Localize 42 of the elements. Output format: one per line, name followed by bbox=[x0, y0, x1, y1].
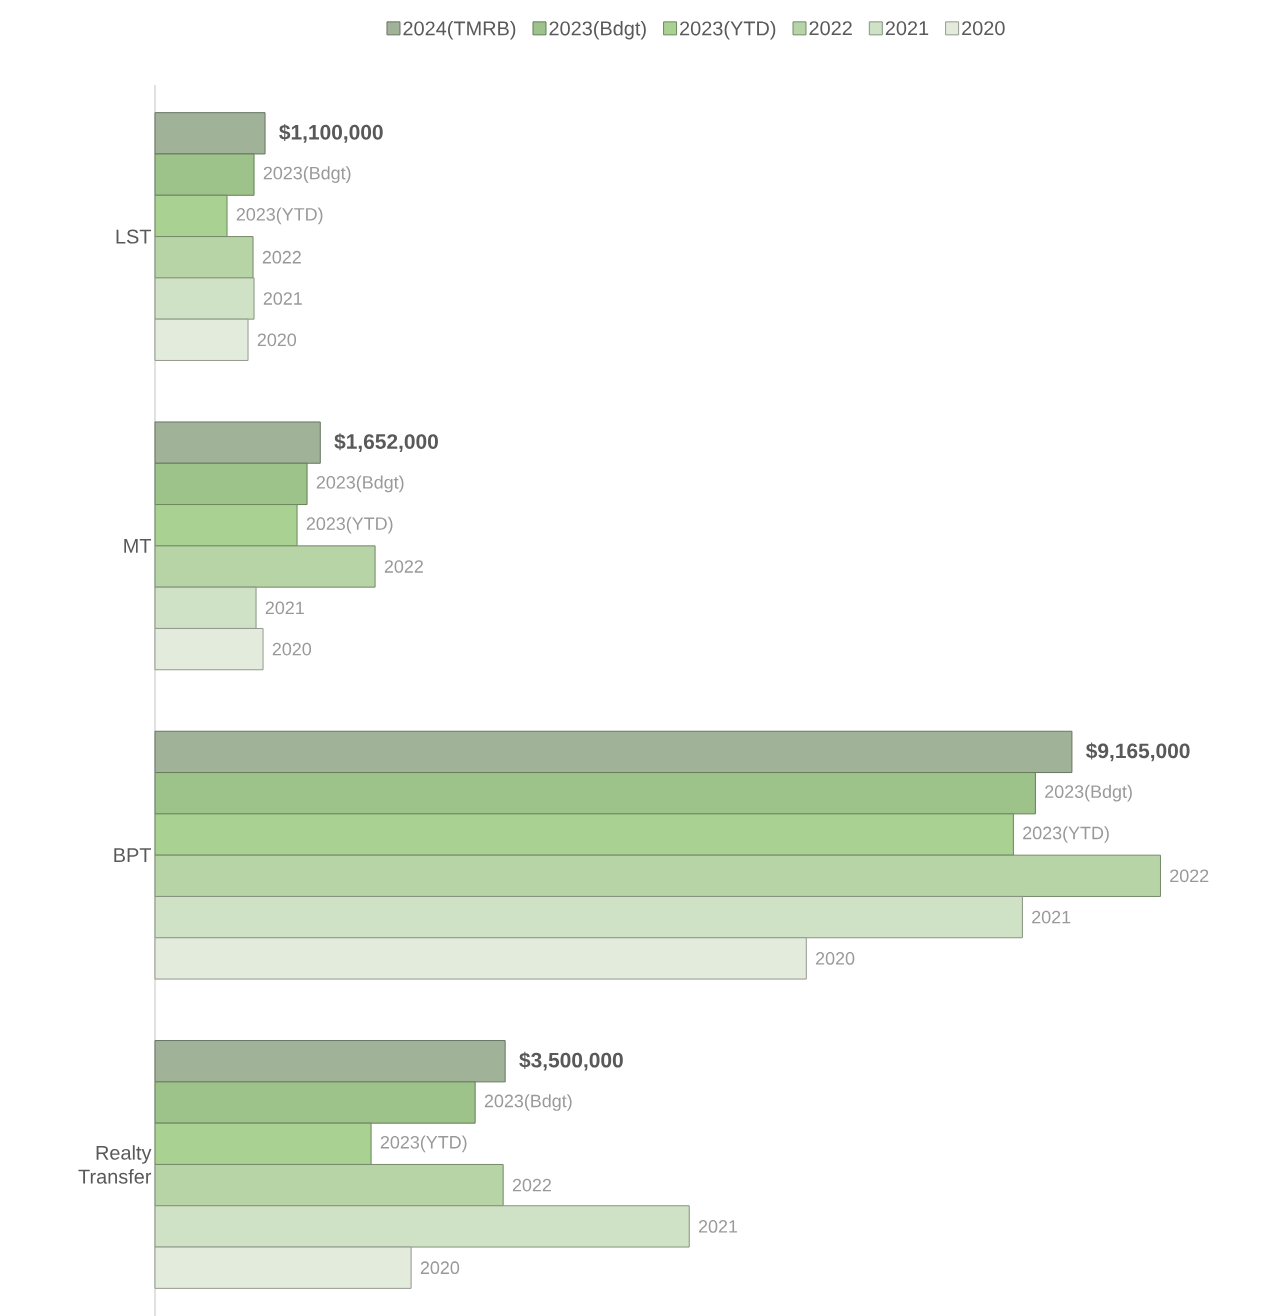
text: 2020 bbox=[816, 952, 855, 965]
text: 2023(Bdgt) bbox=[484, 1094, 572, 1111]
bar bbox=[154, 586, 257, 629]
text: 2021 bbox=[698, 1220, 738, 1233]
text: 2023(YTD) bbox=[1023, 826, 1109, 843]
bar bbox=[154, 895, 1023, 939]
text: 2023(Bdgt) bbox=[1045, 784, 1132, 802]
text: 2021 bbox=[1032, 910, 1071, 924]
text: 2023(Bdgt) bbox=[263, 166, 351, 183]
bar bbox=[154, 1205, 690, 1248]
bar bbox=[154, 277, 255, 320]
text: 2022 bbox=[512, 1178, 551, 1192]
text: 2023(YTD) bbox=[380, 1135, 467, 1153]
text: 2020 bbox=[420, 1261, 460, 1275]
data-label: $3,500,000 bbox=[519, 1051, 623, 1071]
y-tick-label: BPT bbox=[114, 848, 152, 863]
text: 2020 bbox=[257, 333, 297, 347]
legend-label: 2020 bbox=[962, 21, 1005, 36]
bar bbox=[154, 1246, 412, 1289]
data-label: $1,652,000 bbox=[334, 433, 438, 452]
text: 2022 bbox=[1170, 869, 1209, 883]
text: 2023(YTD) bbox=[236, 207, 323, 225]
bar bbox=[154, 318, 249, 361]
y-tick-label: Realty Transfer bbox=[78, 1145, 152, 1184]
legend-label: 2021 bbox=[885, 21, 929, 36]
legend-label: 2023(YTD) bbox=[680, 20, 776, 40]
data-label: $9,165,000 bbox=[1086, 742, 1190, 762]
legend-label: 2022 bbox=[809, 21, 852, 36]
bar bbox=[154, 937, 807, 980]
text: 2023(Bdgt) bbox=[316, 475, 404, 493]
text: 2022 bbox=[262, 250, 301, 264]
legend-label: 2024(TMRB) bbox=[403, 20, 516, 40]
text: 2021 bbox=[263, 292, 302, 305]
text: 2023(YTD) bbox=[306, 516, 393, 534]
text: 2021 bbox=[265, 601, 304, 615]
text: 2020 bbox=[272, 642, 312, 656]
bar bbox=[154, 627, 264, 671]
legend-label: 2023(Bdgt) bbox=[549, 20, 646, 40]
data-label: $1,100,000 bbox=[279, 123, 383, 143]
y-tick-label: MT bbox=[124, 539, 152, 553]
text: 2022 bbox=[384, 560, 423, 573]
y-tick-label: LST bbox=[116, 229, 152, 244]
